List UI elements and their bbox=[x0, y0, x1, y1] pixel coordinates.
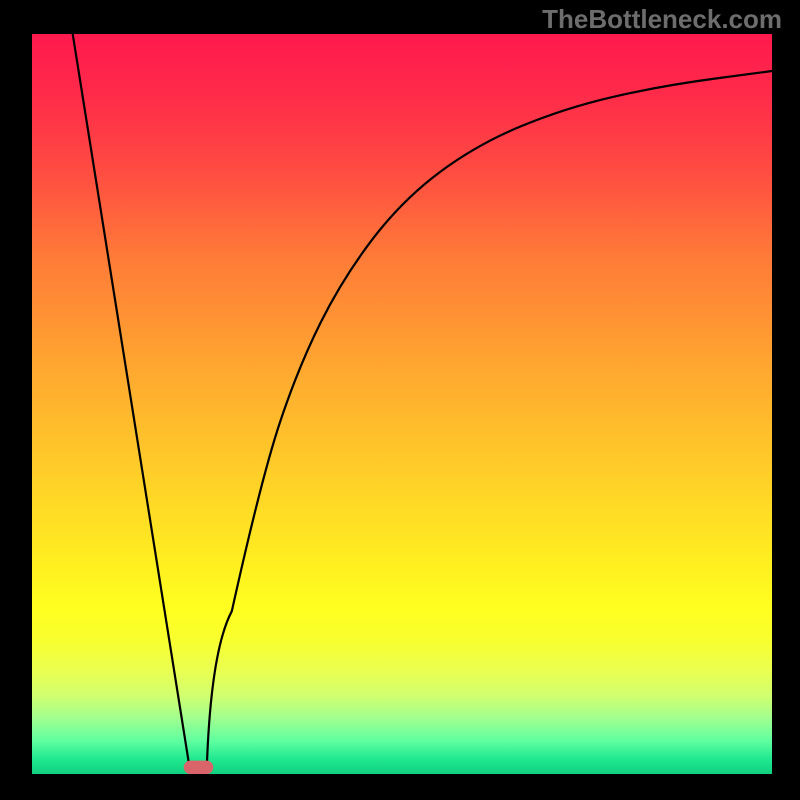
gradient-background bbox=[32, 34, 772, 774]
gradient-plot bbox=[32, 34, 772, 774]
watermark-text: TheBottleneck.com bbox=[542, 4, 782, 35]
optimum-marker bbox=[184, 761, 214, 774]
